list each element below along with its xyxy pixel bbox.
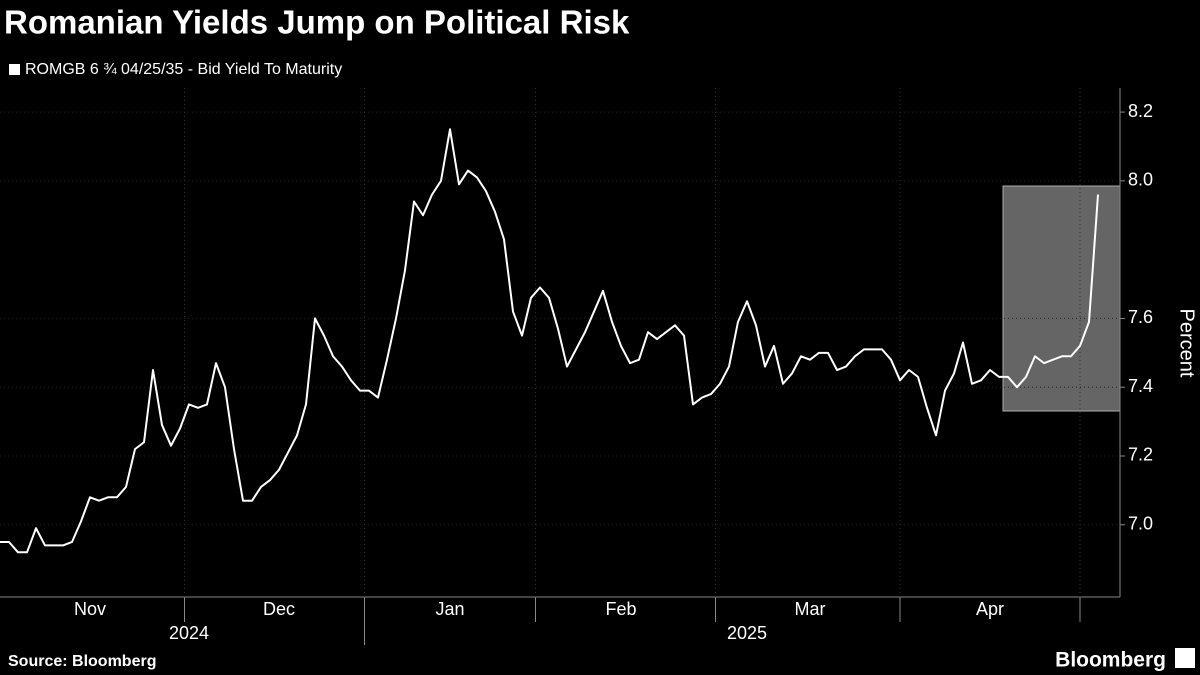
x-tick-label: Apr (976, 599, 1004, 619)
y-tick-label: 8.0 (1128, 170, 1153, 190)
x-tick-label: Mar (795, 599, 826, 619)
y-tick-label: 8.2 (1128, 101, 1153, 121)
x-tick-label: Jan (435, 599, 464, 619)
series-line (0, 128, 1099, 554)
y-axis-title: Percent (1176, 309, 1198, 378)
y-tick-label: 7.2 (1128, 445, 1153, 465)
x-tick-label: Dec (263, 599, 295, 619)
year-label: 2024 (169, 623, 209, 643)
brand: Bloomberg (1055, 649, 1166, 672)
x-tick-label: Feb (605, 599, 636, 619)
brand-logo (1175, 648, 1195, 668)
y-tick-label: 7.4 (1128, 376, 1153, 396)
legend-swatch (9, 64, 20, 75)
highlight-box (1002, 185, 1121, 412)
chart-title: Romanian Yields Jump on Political Risk (4, 4, 630, 41)
x-tick-label: Nov (74, 599, 106, 619)
y-tick-label: 7.6 (1128, 307, 1153, 327)
y-tick-label: 7.0 (1128, 514, 1153, 534)
source: Source: Bloomberg (8, 653, 156, 670)
year-label: 2025 (727, 623, 767, 643)
legend-label: ROMGB 6 ¾ 04/25/35 - Bid Yield To Maturi… (25, 61, 342, 78)
